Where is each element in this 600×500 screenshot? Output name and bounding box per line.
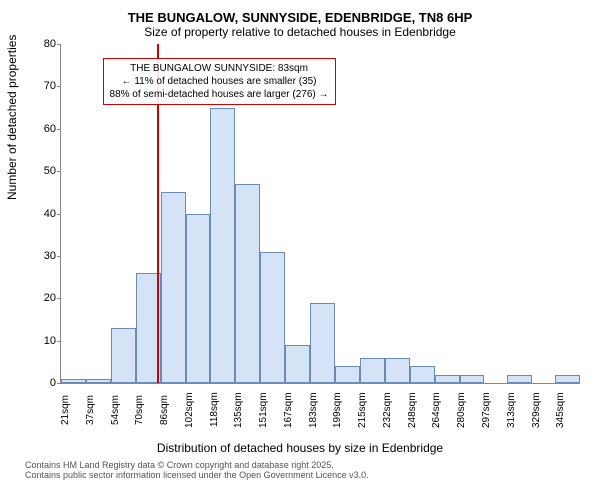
histogram-bar <box>360 358 385 383</box>
x-label: 313sqm <box>506 384 531 439</box>
y-tick: 10 <box>26 335 56 347</box>
x-label: 86sqm <box>159 384 184 439</box>
plot-area: 01020304050607080 THE BUNGALOW SUNNYSIDE… <box>60 44 580 384</box>
x-label: 329sqm <box>531 384 556 439</box>
x-label: 102sqm <box>184 384 209 439</box>
x-label: 135sqm <box>233 384 258 439</box>
y-tick: 80 <box>26 38 56 50</box>
x-label: 54sqm <box>110 384 135 439</box>
histogram-bar <box>61 379 86 383</box>
histogram-bar <box>161 192 186 383</box>
histogram-bar <box>555 375 580 383</box>
histogram-bar <box>186 214 211 384</box>
y-tick: 20 <box>26 292 56 304</box>
x-label: 70sqm <box>134 384 159 439</box>
histogram-bar <box>260 252 285 383</box>
x-label: 167sqm <box>283 384 308 439</box>
histogram-bar <box>460 375 485 383</box>
y-axis: 01020304050607080 <box>26 44 56 383</box>
x-label: 118sqm <box>209 384 234 439</box>
chart-container: THE BUNGALOW, SUNNYSIDE, EDENBRIDGE, TN8… <box>0 0 600 500</box>
x-label: 199sqm <box>332 384 357 439</box>
annotation-box: THE BUNGALOW SUNNYSIDE: 83sqm ← 11% of d… <box>103 58 336 105</box>
histogram-bar <box>111 328 136 383</box>
x-labels: 21sqm37sqm54sqm70sqm86sqm102sqm118sqm135… <box>60 384 580 439</box>
footer-note: Contains HM Land Registry data © Crown c… <box>25 460 590 480</box>
y-tick: 70 <box>26 80 56 92</box>
y-tick: 50 <box>26 165 56 177</box>
x-label: 37sqm <box>85 384 110 439</box>
y-tick: 0 <box>26 377 56 389</box>
histogram-bar <box>507 375 532 383</box>
footer-line-1: Contains HM Land Registry data © Crown c… <box>25 460 590 470</box>
title-block: THE BUNGALOW, SUNNYSIDE, EDENBRIDGE, TN8… <box>10 10 590 39</box>
x-label: 345sqm <box>555 384 580 439</box>
x-label: 264sqm <box>431 384 456 439</box>
histogram-bar <box>410 366 435 383</box>
x-label: 297sqm <box>481 384 506 439</box>
histogram-bar <box>335 366 360 383</box>
histogram-bar <box>435 375 460 383</box>
histogram-bar <box>86 379 111 383</box>
y-axis-title: Number of detached properties <box>5 35 19 200</box>
y-tick: 60 <box>26 123 56 135</box>
subtitle: Size of property relative to detached ho… <box>10 25 590 39</box>
footer-line-2: Contains public sector information licen… <box>25 470 590 480</box>
histogram-bar <box>235 184 260 383</box>
histogram-bar <box>210 108 235 383</box>
x-axis-title: Distribution of detached houses by size … <box>10 441 590 455</box>
histogram-bar <box>385 358 410 383</box>
x-label: 151sqm <box>258 384 283 439</box>
x-label: 21sqm <box>60 384 85 439</box>
x-label: 248sqm <box>407 384 432 439</box>
x-label: 232sqm <box>382 384 407 439</box>
histogram-bar <box>285 345 310 383</box>
annotation-line-3: 88% of semi-detached houses are larger (… <box>110 88 329 101</box>
annotation-line-1: THE BUNGALOW SUNNYSIDE: 83sqm <box>110 62 329 75</box>
x-label: 280sqm <box>456 384 481 439</box>
y-tick: 40 <box>26 208 56 220</box>
x-label: 215sqm <box>357 384 382 439</box>
y-tick: 30 <box>26 250 56 262</box>
x-label: 183sqm <box>308 384 333 439</box>
histogram-bar <box>310 303 335 384</box>
annotation-line-2: ← 11% of detached houses are smaller (35… <box>110 75 329 88</box>
main-title: THE BUNGALOW, SUNNYSIDE, EDENBRIDGE, TN8… <box>10 10 590 25</box>
